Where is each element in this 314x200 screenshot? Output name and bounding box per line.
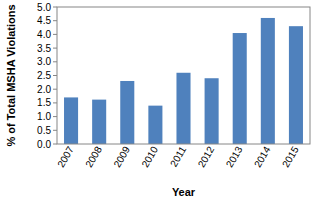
bar bbox=[148, 106, 162, 144]
y-tick-label: 0.5 bbox=[37, 125, 51, 136]
y-tick bbox=[53, 130, 57, 131]
x-tick-label: 2012 bbox=[196, 144, 217, 169]
y-tick-label: 0.0 bbox=[37, 139, 51, 150]
y-tick-label: 4.0 bbox=[37, 29, 51, 40]
y-tick bbox=[53, 61, 57, 62]
y-tick bbox=[53, 48, 57, 49]
y-axis-title: % of Total MSHA Violations bbox=[5, 4, 17, 146]
x-tick-label: 2010 bbox=[139, 144, 160, 169]
x-tick-label: 2015 bbox=[280, 144, 301, 169]
bar bbox=[176, 73, 190, 144]
x-tick-label: 2014 bbox=[252, 144, 273, 169]
y-tick bbox=[53, 75, 57, 76]
y-tick bbox=[53, 144, 57, 145]
x-axis-title: Year bbox=[172, 186, 196, 198]
y-tick-label: 1.5 bbox=[37, 97, 51, 108]
y-tick bbox=[53, 89, 57, 90]
plot-frame bbox=[57, 7, 310, 144]
bar bbox=[120, 81, 134, 144]
x-tick-label: 2009 bbox=[111, 144, 132, 169]
bar bbox=[64, 97, 78, 144]
y-tick-label: 2.0 bbox=[37, 84, 51, 95]
bar bbox=[92, 100, 106, 144]
y-tick-label: 5.0 bbox=[37, 2, 51, 13]
y-tick bbox=[53, 20, 57, 21]
bar bbox=[289, 26, 303, 144]
y-tick-label: 3.5 bbox=[37, 43, 51, 54]
x-tick-label: 2008 bbox=[83, 144, 104, 169]
bar bbox=[261, 18, 275, 144]
y-tick bbox=[53, 102, 57, 103]
y-tick bbox=[53, 34, 57, 35]
chart-svg: 0.0 0.5 1.0 1.5 2.0 2.5 3.0 3.5 4.0 4.5 5.0 2007 200… bbox=[0, 0, 314, 200]
y-tick-label: 3.0 bbox=[37, 56, 51, 67]
y-tick-label: 4.5 bbox=[37, 15, 51, 26]
x-tick-label: 2007 bbox=[55, 144, 76, 169]
x-tick-label: 2013 bbox=[224, 144, 245, 169]
bars bbox=[64, 18, 303, 144]
x-tick-label: 2011 bbox=[168, 144, 188, 169]
y-tick bbox=[53, 7, 57, 8]
bar bbox=[205, 78, 219, 144]
y-tick bbox=[53, 116, 57, 117]
y-tick-label: 1.0 bbox=[37, 111, 51, 122]
bar bbox=[233, 33, 247, 144]
page: {"chart_data": {"type": "bar", "categori… bbox=[0, 0, 314, 200]
y-tick-label: 2.5 bbox=[37, 70, 51, 81]
chart-container: 0.0 0.5 1.0 1.5 2.0 2.5 3.0 3.5 4.0 4.5 5.0 2007 200… bbox=[0, 0, 314, 200]
